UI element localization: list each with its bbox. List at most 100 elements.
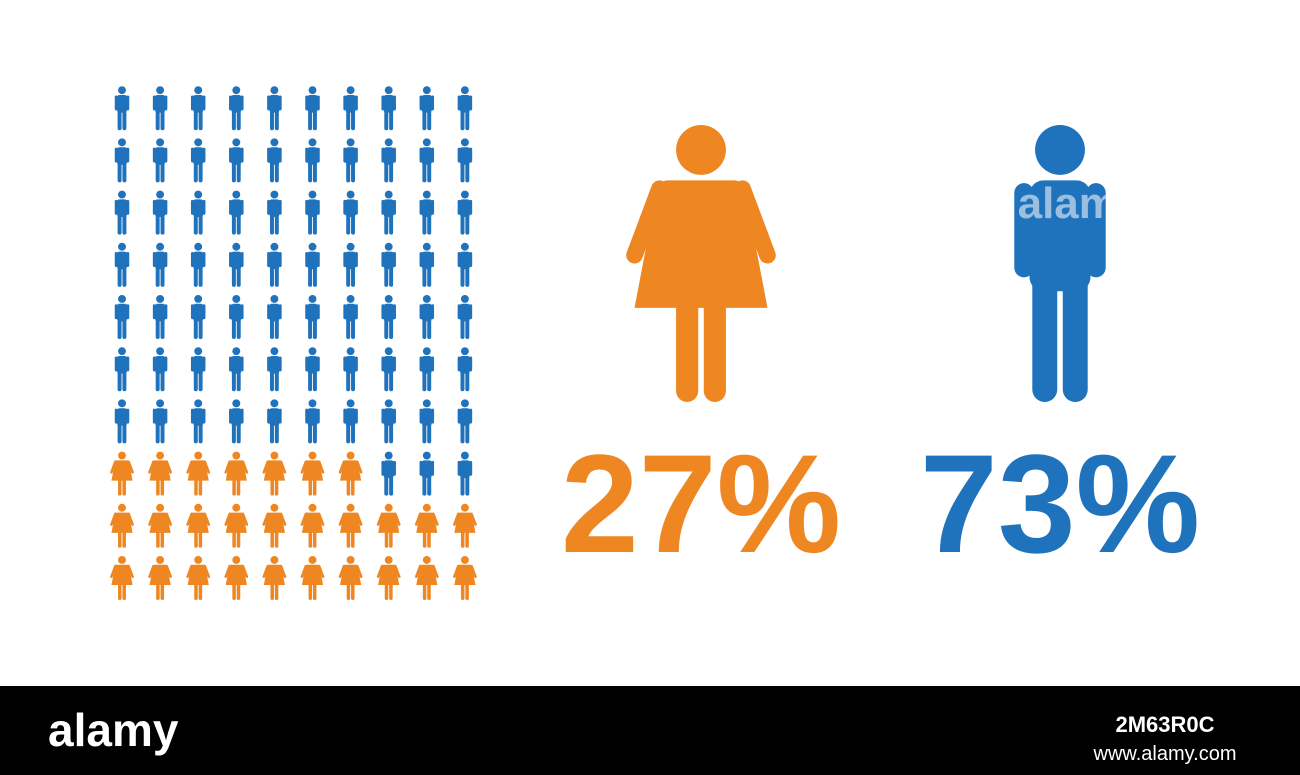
torso	[117, 199, 127, 217]
arm	[202, 199, 206, 215]
torso	[383, 251, 394, 270]
leg	[312, 213, 317, 235]
dress	[416, 512, 438, 533]
head	[156, 190, 165, 199]
woman-icon	[110, 503, 134, 548]
leg	[465, 582, 469, 600]
leg	[155, 161, 160, 183]
torso	[421, 199, 432, 217]
leg	[117, 317, 122, 339]
arm	[126, 147, 130, 163]
leg	[236, 161, 241, 183]
arm	[203, 512, 211, 526]
leg	[351, 478, 355, 496]
dress	[301, 460, 324, 481]
head	[194, 242, 203, 251]
man-icon	[343, 86, 358, 131]
dress	[301, 564, 324, 586]
leg	[460, 317, 465, 339]
leg	[384, 422, 389, 444]
arm	[469, 252, 473, 267]
leg	[231, 317, 236, 339]
torso	[117, 303, 127, 322]
man-icon	[267, 190, 282, 235]
torso	[307, 199, 318, 217]
arm	[354, 199, 358, 215]
leg	[312, 422, 317, 444]
man-icon	[152, 347, 168, 392]
head	[346, 190, 355, 199]
leg	[122, 530, 126, 548]
leg	[427, 422, 432, 444]
head	[346, 347, 355, 356]
torso	[269, 95, 280, 113]
torso	[231, 408, 242, 426]
head	[460, 190, 469, 199]
torso	[193, 95, 204, 113]
man-icon	[267, 295, 282, 339]
arm	[470, 564, 477, 578]
head	[156, 242, 165, 251]
head	[194, 86, 203, 95]
woman-icon	[186, 556, 211, 600]
head	[422, 451, 431, 460]
leg	[274, 370, 279, 392]
arm	[164, 408, 168, 424]
torso	[383, 460, 394, 478]
torso	[155, 356, 165, 374]
head	[422, 138, 431, 147]
head	[422, 347, 431, 356]
arm	[126, 304, 130, 320]
arm	[355, 564, 363, 578]
leg	[236, 213, 241, 235]
arm	[190, 304, 195, 320]
woman-icon	[414, 556, 439, 600]
head	[346, 451, 355, 460]
head	[194, 295, 203, 303]
leg	[308, 422, 313, 444]
leg	[346, 530, 351, 548]
leg	[236, 370, 241, 392]
torso	[345, 356, 356, 374]
torso	[460, 408, 470, 426]
head	[308, 86, 317, 95]
man-icon	[305, 190, 320, 235]
man-icon	[114, 138, 130, 183]
arm	[262, 460, 270, 474]
arm	[392, 147, 396, 163]
arm	[316, 95, 320, 111]
man-icon	[343, 295, 358, 339]
woman-icon	[376, 503, 401, 548]
head	[118, 451, 126, 460]
arm	[148, 460, 155, 474]
torso	[307, 303, 318, 322]
leg	[274, 317, 279, 339]
man-icon	[190, 347, 206, 392]
torso	[1029, 180, 1091, 292]
man-icon	[381, 295, 396, 339]
leg	[389, 474, 394, 496]
leg	[465, 370, 470, 392]
leg	[236, 478, 241, 496]
leg	[236, 317, 241, 339]
dress	[149, 460, 171, 481]
arm	[392, 252, 396, 267]
torso	[460, 460, 470, 478]
leg	[117, 109, 122, 131]
leg	[351, 530, 355, 548]
leg	[160, 213, 165, 235]
arm	[381, 147, 385, 163]
head	[460, 399, 469, 408]
arm	[305, 199, 309, 215]
man-icon	[114, 295, 130, 339]
leg	[156, 582, 160, 600]
dress	[378, 512, 400, 533]
arm	[229, 356, 233, 372]
arm	[229, 408, 233, 424]
torso	[117, 408, 127, 426]
arm	[317, 512, 325, 526]
arm	[110, 512, 117, 526]
arm	[355, 460, 363, 474]
arm	[262, 564, 270, 578]
leg	[160, 478, 165, 496]
